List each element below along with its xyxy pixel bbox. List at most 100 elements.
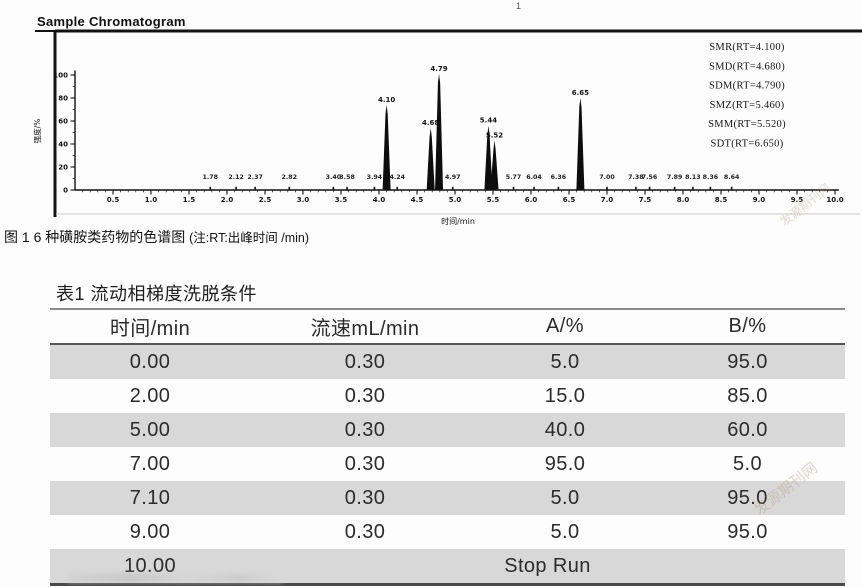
minor-peak-label: 3.94 xyxy=(367,174,383,181)
peak xyxy=(426,127,435,190)
table-cell: 5.0 xyxy=(732,452,762,475)
y-tick-label: 100 xyxy=(53,71,68,79)
table-cell: 85.0 xyxy=(727,384,768,407)
minor-peak xyxy=(635,186,637,190)
x-tick-label: 3.5 xyxy=(335,196,348,204)
x-tick-label: 1.0 xyxy=(145,196,158,204)
x-tick-label: 6.0 xyxy=(525,196,538,204)
table-body: 0.00 0.30 5.0 95.0 2.00 0.30 15.0 85.0 5.00 0.30 4… xyxy=(50,344,845,585)
x-tick-label: 2.5 xyxy=(259,196,272,204)
minor-peak xyxy=(209,186,212,190)
y-tick-label: 0 xyxy=(63,186,68,194)
legend-entry: SDM(RT=4.790) xyxy=(709,81,785,92)
minor-peak xyxy=(709,186,712,190)
minor-peak-label: 7.89 xyxy=(667,174,683,181)
chromatogram-title: Sample Chromatogram xyxy=(35,14,188,32)
minor-peak xyxy=(288,186,291,190)
legend-entry: SMZ(RT=5.460) xyxy=(710,100,785,111)
table-cell: 5.0 xyxy=(550,350,580,373)
y-tick-label: 80 xyxy=(58,94,68,102)
legend-entry: SMD(RT=4.680) xyxy=(709,61,785,72)
x-tick-label: 7.5 xyxy=(639,196,652,204)
chromatogram-plot: 0.5 1.0 1.5 2.0 2.5 3.0 3.5 4.0 4.5 5.0 5.5 6.0 6.5 7… xyxy=(32,29,862,226)
minor-peak xyxy=(396,186,399,190)
peak xyxy=(435,73,444,190)
figure-caption-note: (注:RT:出峰时间 /min) xyxy=(189,231,310,245)
x-tick-label: 3.0 xyxy=(297,196,310,204)
table-row: 5.00 0.30 40.0 60.0 xyxy=(50,413,845,447)
table-cell: 95.0 xyxy=(727,520,768,543)
table-header-row: 时间/min 流速mL/min A/% B/% xyxy=(50,309,845,345)
x-tick-label: 9.0 xyxy=(753,196,766,204)
x-tick-label: 4.5 xyxy=(411,196,424,204)
minor-peak xyxy=(648,186,651,190)
table-row: 0.00 0.30 5.0 95.0 xyxy=(50,344,845,379)
minor-peak xyxy=(512,186,515,190)
minor-peak-label: 7.00 xyxy=(599,174,615,181)
x-tick-label: 2.0 xyxy=(221,196,234,204)
minor-peak-label: 2.82 xyxy=(282,174,298,181)
table-cell: 7.00 xyxy=(129,452,171,475)
table-cell: 95.0 xyxy=(727,350,768,373)
minor-peak-label: 3.58 xyxy=(339,174,355,181)
minor-peak xyxy=(673,186,676,190)
minor-peak xyxy=(533,186,535,190)
x-tick-label: 8.0 xyxy=(677,196,690,204)
x-tick-label: 5.0 xyxy=(449,196,462,204)
figure-caption-text: 图 1 6 种磺胺类药物的色谱图 xyxy=(4,229,186,245)
x-tick-label: 4.0 xyxy=(373,196,386,204)
peak-label: 6.65 xyxy=(572,89,589,97)
table-cell: 5.00 xyxy=(129,418,171,441)
legend-entry: SMR(RT=4.100) xyxy=(709,42,785,53)
table-row: 7.10 0.30 5.0 95.0 xyxy=(50,481,845,515)
minor-peak xyxy=(254,186,256,190)
peak-label: 5.52 xyxy=(486,132,503,140)
minor-peak-label: 6.04 xyxy=(526,174,542,181)
table-cell: 0.30 xyxy=(344,452,386,475)
page-top-mark: 1 xyxy=(516,1,522,11)
minor-peak-label: 4.24 xyxy=(389,174,405,181)
minor-peak-label: 1.78 xyxy=(203,174,219,181)
x-tick-label: 7.0 xyxy=(601,196,614,204)
table-cell: 15.0 xyxy=(544,384,586,407)
minor-peak-label: 2.37 xyxy=(247,174,263,181)
minor-peak xyxy=(235,186,237,190)
minor-peak-label: 8.64 xyxy=(724,174,740,181)
table-cell: 95.0 xyxy=(727,486,768,509)
table-header-cell: B/% xyxy=(650,309,845,345)
table-cell: 2.00 xyxy=(129,384,171,407)
legend-entry: SDT(RT=6.650) xyxy=(710,139,783,150)
table-cell: 0.30 xyxy=(344,384,386,407)
minor-peak xyxy=(606,186,608,190)
x-tick-label: 10.0 xyxy=(826,196,843,204)
table-cell: 5.0 xyxy=(550,486,580,509)
minor-peak xyxy=(332,186,335,190)
table-cell: 7.10 xyxy=(129,486,171,509)
table-row: 9.00 0.30 5.0 95.0 xyxy=(50,515,845,549)
peak xyxy=(576,98,585,190)
minor-peak xyxy=(346,186,348,190)
x-tick-label: 1.5 xyxy=(183,196,196,204)
x-axis-label: 时间/min xyxy=(441,216,475,226)
table-cell: 60.0 xyxy=(727,418,768,441)
table-cell: 40.0 xyxy=(544,418,586,441)
table-cell: 95.0 xyxy=(544,452,586,475)
minor-peak xyxy=(557,186,560,190)
minor-peak-label: 3.40 xyxy=(326,174,342,181)
table-cell: 0.30 xyxy=(344,418,386,441)
table-cell: 0.30 xyxy=(344,486,386,509)
table-row: 2.00 0.30 15.0 85.0 xyxy=(50,379,845,413)
table-cell-stop-run: Stop Run xyxy=(504,554,591,577)
x-tick-label: 6.5 xyxy=(563,196,576,204)
table-cell: 5.0 xyxy=(550,520,580,543)
minor-peak xyxy=(730,186,733,190)
minor-peak-label: 6.36 xyxy=(551,174,567,181)
minor-peak xyxy=(373,186,376,190)
gradient-table: 时间/min 流速mL/min A/% B/% 0.00 0.30 5.0 95.0 2.00… xyxy=(50,308,845,586)
plot-group: 0.5 1.0 1.5 2.0 2.5 3.0 3.5 4.0 4.5 5.0 5.5 6.0 6.5 7… xyxy=(32,42,844,226)
peak xyxy=(484,125,493,190)
minor-peak xyxy=(692,186,694,190)
minor-peak-label: 4.97 xyxy=(445,174,461,181)
minor-peak xyxy=(451,186,454,190)
